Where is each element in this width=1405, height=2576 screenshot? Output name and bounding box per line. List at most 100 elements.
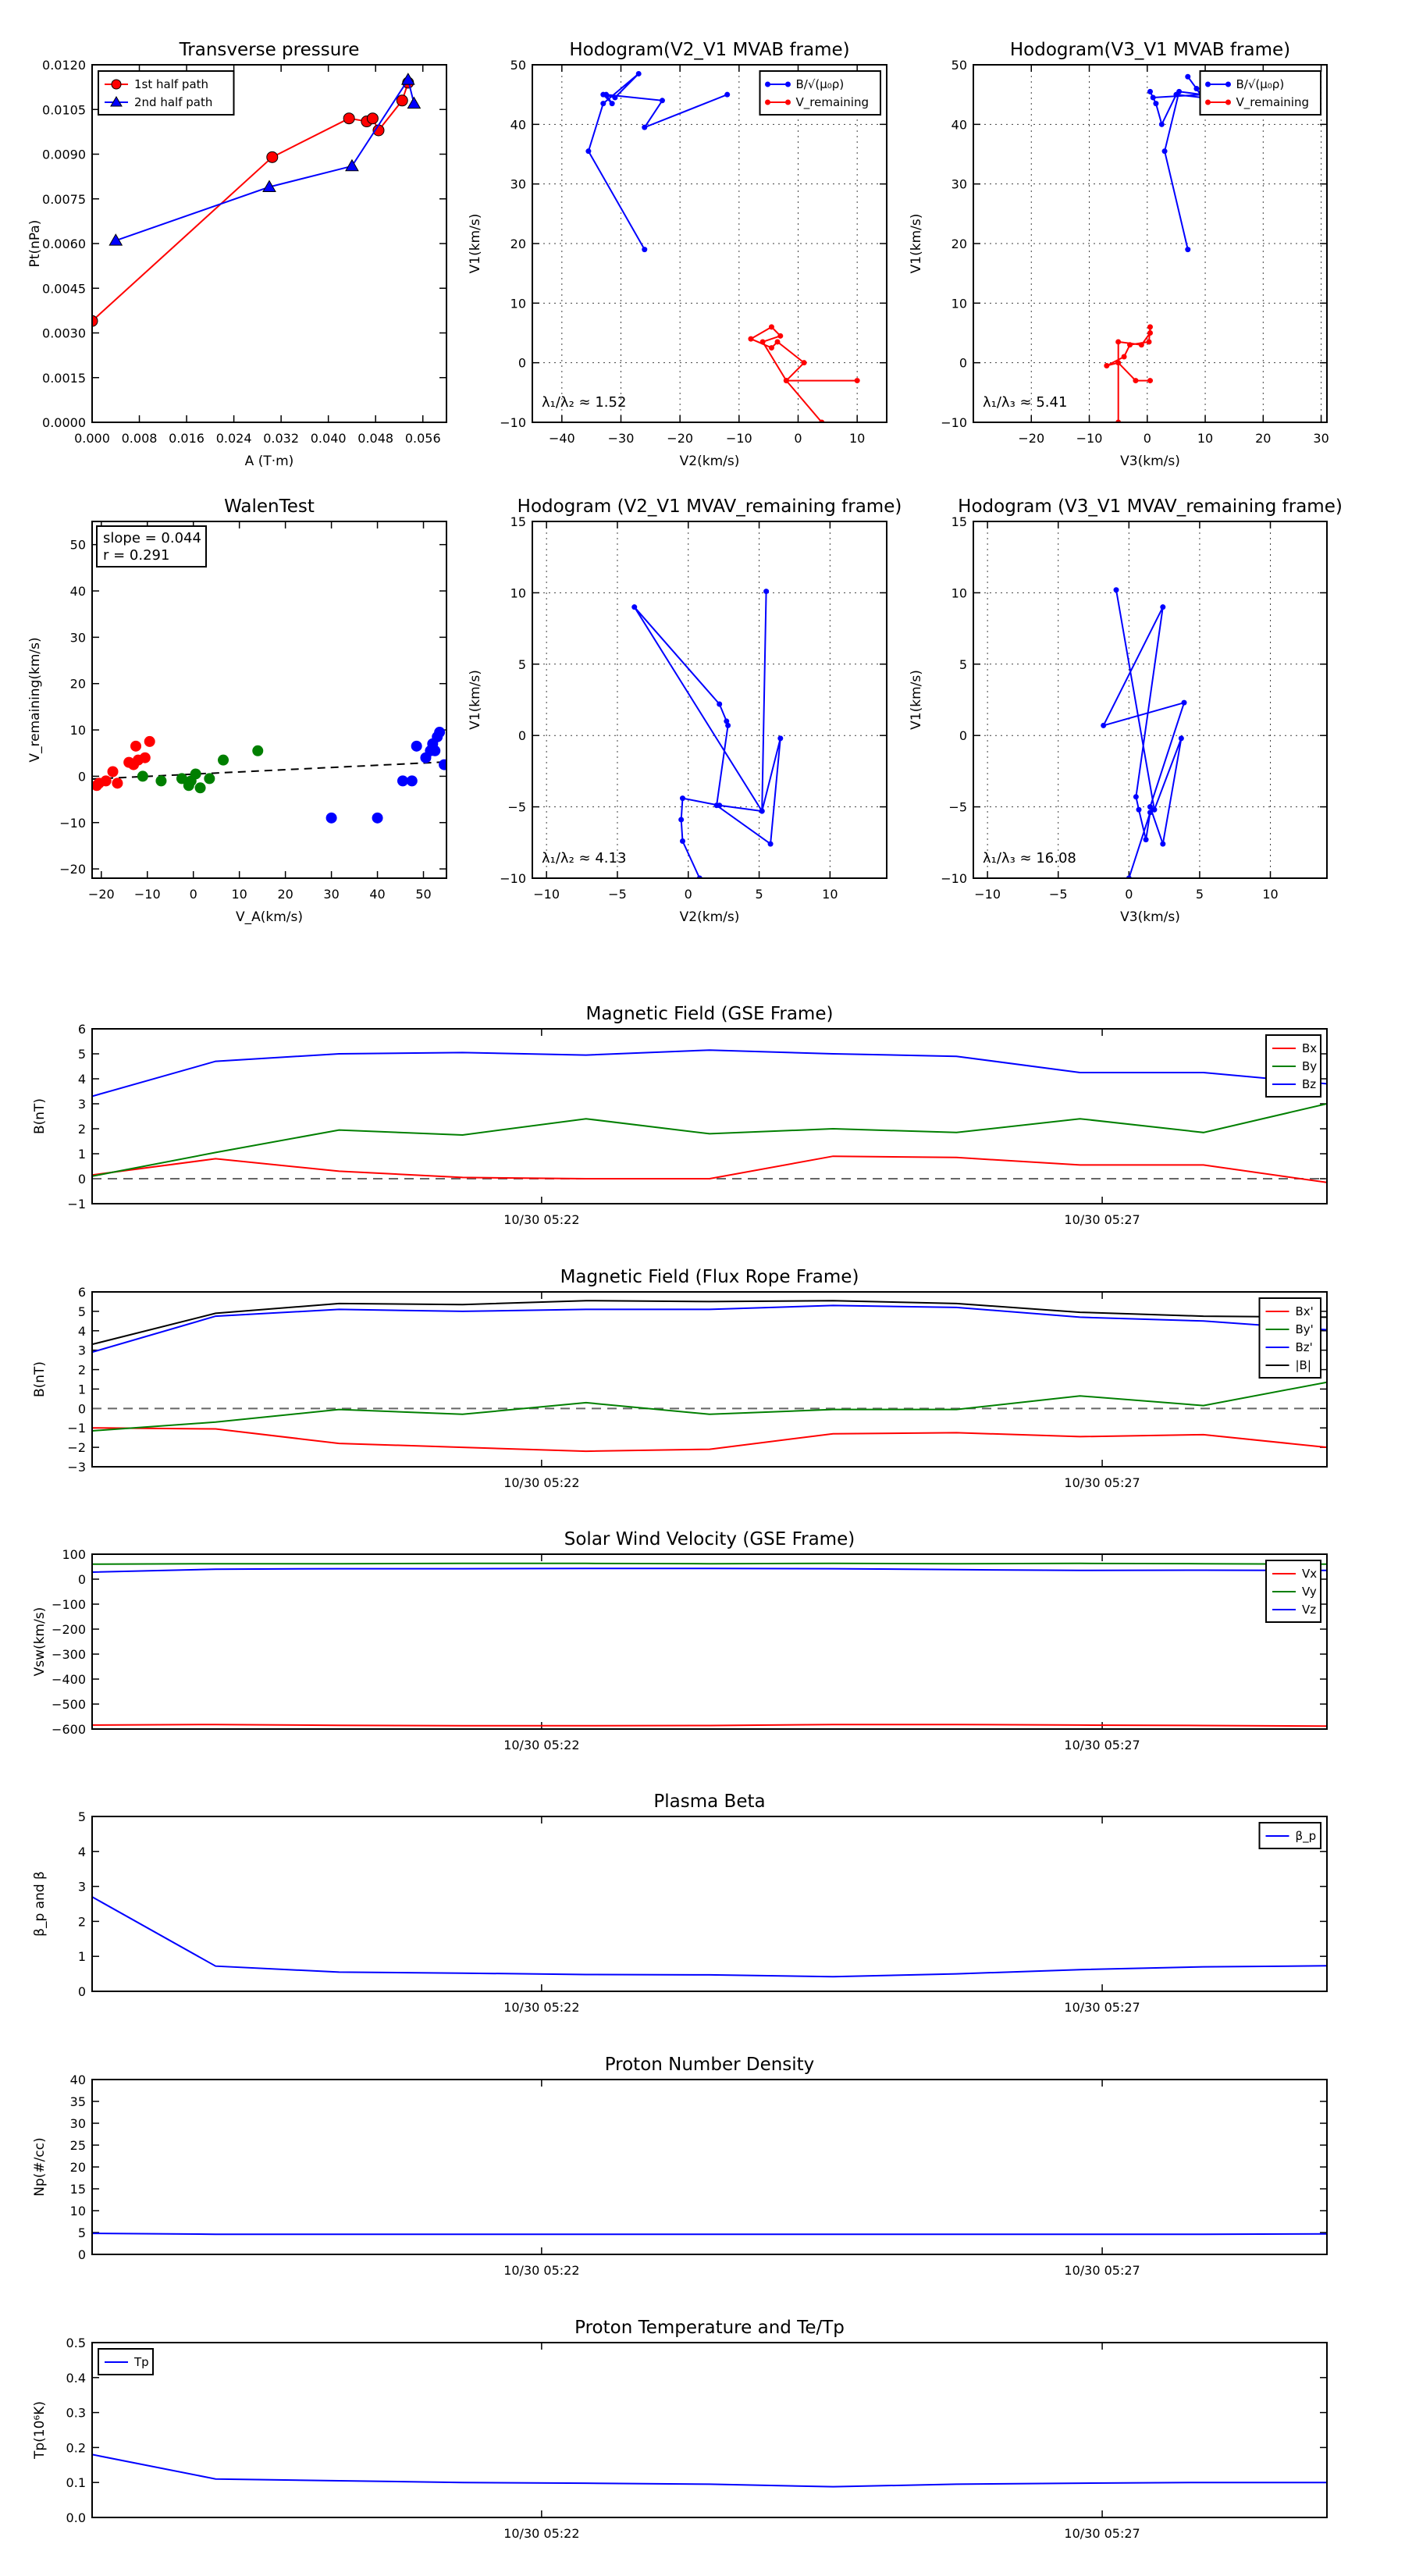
data-point [1121,354,1127,360]
data-point [1136,806,1142,813]
plot-frame [91,64,447,423]
annotation-text: λ₁/λ₃ ≈ 5.41 [983,394,1067,411]
data-point [1158,121,1165,127]
annotation-text: r = 0.291 [103,547,169,564]
x-tick-label: 10/30 05:22 [503,1475,579,1490]
y-tick-label: 0.0045 [42,281,86,296]
y-tick-label: 0.1 [66,2475,86,2490]
legend-label: Tp [133,2355,149,2369]
data-point [107,766,119,777]
plot-area [1101,587,1187,878]
legend-label: Bz' [1296,1340,1313,1354]
data-point [137,770,148,782]
series-1st-half-path-line [92,82,409,322]
chart-9: 10/30 05:22 10/30 05:27 −600 −500 −400 −300 −2… [32,1529,1328,1752]
legend-marker [1225,81,1231,87]
y-tick-label: −5 [507,800,526,815]
x-tick-label: 20 [1255,431,1271,446]
x-tick-label: 10/30 05:27 [1064,2263,1140,2278]
annotation-text: λ₁/λ₂ ≈ 1.52 [542,394,626,411]
data-point [1150,94,1156,101]
data-point [1147,804,1153,810]
plot-frame [91,2079,1328,2255]
x-tick-label: −10 [134,887,161,902]
data-point [1161,148,1168,155]
x-tick-label: 10 [1262,887,1278,902]
y-tick-label: 10 [510,296,526,311]
y-tick-label: 1 [78,1147,86,1162]
chart-8: 10/30 05:22 10/30 05:27 −3 −2 −1 0 1 2 3 4 5 6 Magne… [32,1267,1328,1490]
y-tick-label: 1 [78,1949,86,1964]
plot-area [92,1300,1327,1453]
legend-marker [111,79,122,90]
y-tick-label: 0.0000 [42,415,86,430]
legend-marker [765,81,770,87]
chart-title: Hodogram(V3_V1 MVAB frame) [1010,40,1290,60]
series-tp-line [92,2453,1327,2488]
data-point [1147,324,1153,330]
x-tick-label: 10/30 05:27 [1064,2000,1140,2015]
y-tick-label: 40 [510,117,526,132]
data-point [725,722,731,728]
legend-marker [110,96,123,107]
x-tick-label: 50 [415,887,431,902]
x-tick-label: 0 [1144,431,1151,446]
data-point [1133,794,1139,800]
legend-marker [1205,99,1211,105]
y-tick-label: 0 [78,1984,86,1999]
x-tick-label: 0 [794,431,802,446]
y-tick-label: 0.2 [66,2440,86,2455]
plot-area [92,2233,1327,2236]
x-tick-label: −10 [1076,431,1103,446]
y-axis-label: Vsw(km/s) [32,1607,48,1677]
legend-label: β_p [1296,1829,1317,1844]
legend: Bx' By' Bz' |B| [1258,1297,1321,1379]
data-point [631,604,638,610]
data-point [679,795,685,802]
y-axis-label: Pt(nPa) [27,220,43,268]
plot-frame [91,1291,1328,1468]
y-tick-label: 15 [951,514,967,529]
y-tick-label: −600 [52,1722,86,1737]
y-tick-label: 50 [951,58,967,73]
data-point [1185,247,1191,253]
data-point [724,718,730,724]
y-tick-label: 1 [78,1382,86,1397]
y-tick-label: 4 [78,1072,86,1087]
chart-title: WalenTest [224,496,315,517]
data-point [801,360,807,366]
y-tick-label: −20 [59,862,86,877]
plot-area [92,2453,1327,2488]
chart-11: 10/30 05:22 10/30 05:27 0 5 10 15 20 25 30 35 40 Pr… [32,2055,1328,2278]
legend-frame [98,70,235,116]
y-axis-label: β_p and β [32,1871,48,1937]
series-by-line [92,1103,1327,1177]
x-tick-label: 0.008 [122,431,158,446]
y-tick-label: −300 [52,1647,86,1662]
y-tick-label: 3 [78,1880,86,1895]
x-tick-label: 0.024 [216,431,252,446]
data-point [194,782,206,794]
plot-frame [532,521,887,879]
data-point [1147,88,1153,94]
y-tick-label: 100 [62,1547,86,1562]
data-point [1101,722,1107,728]
data-point [144,735,155,747]
data-point [609,101,615,107]
x-tick-label: 20 [277,887,293,902]
data-point [1138,342,1144,348]
data-point [266,151,279,163]
data-point [774,339,781,345]
data-point [1181,699,1187,706]
data-point [679,838,685,844]
x-tick-label: 0.032 [263,431,299,446]
x-axis-label: V2(km/s) [680,909,740,925]
data-point [345,158,359,172]
x-tick-label: −10 [533,887,560,902]
y-axis-label: V1(km/s) [909,670,924,730]
plot-area [92,1049,1327,1183]
y-tick-label: −3 [67,1460,86,1475]
legend-label: Bz [1302,1077,1316,1091]
plot-frame [973,521,1328,879]
